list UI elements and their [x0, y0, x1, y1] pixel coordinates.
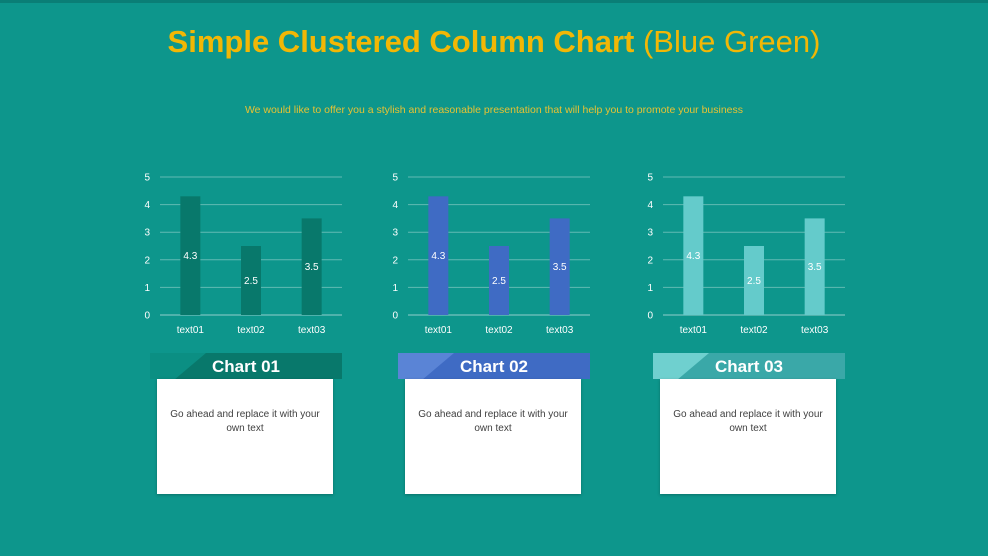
chart-03-card: Chart 03 Go ahead and replace it with yo…	[653, 353, 845, 495]
chart-01-y-tick-label: 2	[144, 255, 150, 266]
chart-03-y-tick-label: 4	[647, 200, 653, 211]
chart-02-y-tick-label: 0	[392, 311, 398, 322]
page-title: Simple Clustered Column Chart (Blue Gree…	[0, 22, 988, 62]
chart-03-data-label-text01: 4.3	[686, 251, 700, 262]
chart-02-svg: 0 1 2 3 4 5 4.3 text01 2.5 text02 3.5 text03	[392, 173, 590, 336]
chart-01-bar-text03	[301, 218, 322, 315]
chart-03-card-title: Chart 03	[714, 357, 784, 376]
chart-01-y-tick-label: 4	[144, 200, 150, 211]
chart-03-y-tick-label: 5	[647, 173, 653, 184]
chart-02-y-tick-label: 2	[392, 255, 398, 266]
chart-01-card-header: Chart 01	[150, 353, 342, 379]
chart-03-card-text: Go ahead and replace it with your own te…	[673, 409, 823, 434]
chart-03-y-tick-label: 3	[647, 228, 653, 239]
top-accent-line	[0, 0, 988, 3]
chart-02-bar-text02	[489, 246, 509, 315]
page-subtitle: We would like to offer you a stylish and…	[244, 104, 744, 116]
chart-01-card-title: Chart 01	[211, 357, 281, 376]
chart-01-y-tick-label: 5	[144, 173, 150, 184]
chart-03: 0 1 2 3 4 5 4.3 text01 2.5 text02 3.5 text03	[633, 166, 863, 346]
chart-02: 0 1 2 3 4 5 4.3 text01 2.5 text02 3.5 text03	[378, 166, 608, 346]
page-title-light: (Blue Green)	[642, 24, 821, 59]
chart-03-card-body: Go ahead and replace it with your own te…	[660, 379, 836, 494]
chart-02-card: Chart 02 Go ahead and replace it with yo…	[398, 353, 590, 495]
chart-01-y-tick-label: 0	[144, 311, 150, 322]
chart-03-y-tick-label: 2	[647, 255, 653, 266]
chart-02-data-label-text03: 3.5	[553, 262, 567, 273]
chart-01-data-label-text02: 2.5	[244, 276, 258, 287]
chart-03-bar-text02	[744, 246, 764, 315]
chart-03-data-label-text02: 2.5	[747, 276, 761, 287]
chart-03-x-tick-label-text02: text02	[740, 325, 768, 336]
chart-01-data-label-text03: 3.5	[305, 262, 319, 273]
chart-02-bar-text03	[549, 218, 570, 315]
chart-02-y-tick-label: 4	[392, 200, 398, 211]
chart-01-card: Chart 01 Go ahead and replace it with yo…	[150, 353, 342, 495]
chart-01-card-body: Go ahead and replace it with your own te…	[157, 379, 333, 494]
chart-03-bar-text01	[683, 196, 704, 315]
chart-03-x-tick-label-text03: text03	[801, 325, 829, 336]
chart-02-x-tick-label-text01: text01	[425, 325, 453, 336]
chart-02-card-text: Go ahead and replace it with your own te…	[418, 409, 568, 434]
chart-01-x-tick-label-text01: text01	[177, 325, 205, 336]
chart-02-x-tick-label-text02: text02	[485, 325, 513, 336]
chart-03-y-tick-label: 1	[647, 283, 653, 294]
chart-01-data-label-text01: 4.3	[183, 251, 197, 262]
chart-01-bar-text02	[241, 246, 261, 315]
chart-01-svg: 0 1 2 3 4 5 4.3 text01 2.5 text02 3.5 text03	[144, 173, 342, 336]
chart-02-y-tick-label: 3	[392, 228, 398, 239]
chart-03-data-label-text03: 3.5	[808, 262, 822, 273]
chart-03-y-tick-label: 0	[647, 311, 653, 322]
chart-01-bar-text01	[180, 196, 201, 315]
chart-03-card-header: Chart 03	[653, 353, 845, 379]
chart-02-y-tick-label: 5	[392, 173, 398, 184]
chart-02-data-label-text01: 4.3	[431, 251, 445, 262]
chart-02-card-title: Chart 02	[459, 357, 529, 376]
page-title-bold: Simple Clustered Column Chart	[167, 24, 635, 59]
chart-01-x-tick-label-text03: text03	[298, 325, 326, 336]
chart-01-y-tick-label: 3	[144, 228, 150, 239]
chart-01-x-tick-label-text02: text02	[237, 325, 265, 336]
chart-02-card-body: Go ahead and replace it with your own te…	[405, 379, 581, 494]
chart-02-x-tick-label-text03: text03	[546, 325, 574, 336]
chart-01: 0 1 2 3 4 5 4.3 text01 2.5 text02 3.5 text03	[130, 166, 360, 346]
chart-03-bar-text03	[804, 218, 825, 315]
chart-02-card-header: Chart 02	[398, 353, 590, 379]
chart-02-data-label-text02: 2.5	[492, 276, 506, 287]
chart-02-y-tick-label: 1	[392, 283, 398, 294]
chart-03-x-tick-label-text01: text01	[680, 325, 708, 336]
chart-01-y-tick-label: 1	[144, 283, 150, 294]
chart-03-svg: 0 1 2 3 4 5 4.3 text01 2.5 text02 3.5 text03	[647, 173, 845, 336]
chart-01-card-text: Go ahead and replace it with your own te…	[170, 409, 320, 434]
chart-02-bar-text01	[428, 196, 449, 315]
